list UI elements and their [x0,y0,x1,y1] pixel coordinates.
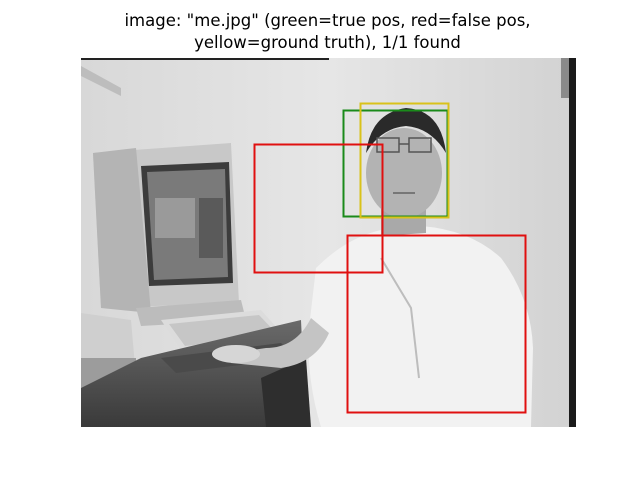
right-edge-shadow [569,58,576,427]
person [212,108,533,427]
ground-truth-box [359,102,450,219]
false-positive-box-2 [346,234,527,414]
right-edge-object [561,58,569,98]
figure-title-line2: yellow=ground truth), 1/1 found [194,33,461,52]
top-shelf-edge [81,58,329,60]
false-positive-box-1 [253,143,384,274]
shelf-bracket [81,66,121,96]
figure-title: image: "me.jpg" (green=true pos, red=fal… [0,10,640,54]
photo-canvas [81,58,576,427]
desk-drawer [261,358,311,427]
crt-monitor [93,143,246,326]
figure-title-line1: image: "me.jpg" (green=true pos, red=fal… [124,11,531,30]
detection-image [81,58,576,427]
